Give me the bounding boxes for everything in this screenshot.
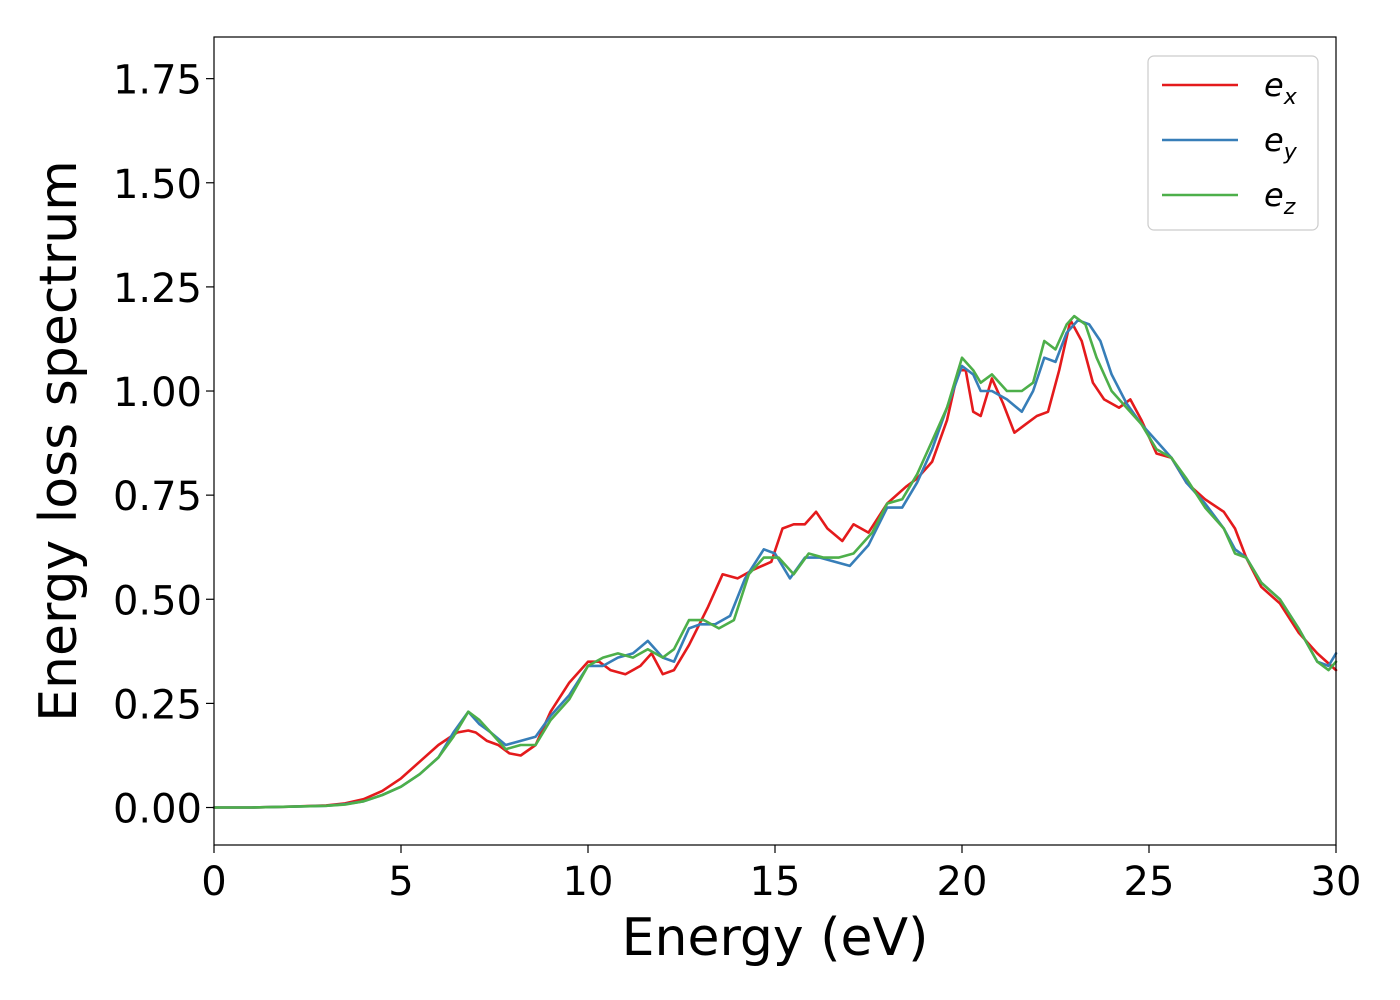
- x-axis-title: Energy (eV): [622, 908, 929, 968]
- x-axis: 0 5 10 15 20 25 30: [201, 845, 1361, 905]
- legend-label-x: ex: [1264, 66, 1298, 110]
- y-tick-label: 1.75: [113, 58, 202, 104]
- x-tick-label: 25: [1124, 859, 1175, 905]
- y-tick-label: 1.00: [113, 370, 202, 416]
- series-line-y: [212, 318, 1338, 809]
- x-tick-label: 20: [937, 859, 988, 905]
- y-axis: 0.00 0.25 0.50 0.75 1.00 1.25 1.50 1.75: [113, 58, 214, 833]
- y-tick-label: 0.00: [113, 787, 202, 833]
- legend: ex ey ez: [1147, 55, 1319, 231]
- legend-box: [1147, 55, 1319, 231]
- x-tick-label: 5: [388, 859, 413, 905]
- series-layer: [212, 314, 1338, 809]
- y-axis-title: Energy loss spectrum: [29, 160, 89, 722]
- legend-label-y: ey: [1264, 121, 1298, 165]
- series-line-x: [212, 318, 1338, 809]
- y-tick-label: 0.25: [113, 682, 202, 728]
- y-tick-label: 1.50: [113, 162, 202, 208]
- series-line-z: [212, 314, 1338, 809]
- x-tick-label: 30: [1311, 859, 1362, 905]
- y-tick-label: 0.75: [113, 474, 202, 520]
- y-tick-label: 0.50: [113, 578, 202, 624]
- legend-label-z: ez: [1264, 176, 1296, 220]
- y-tick-label: 1.25: [113, 266, 202, 312]
- x-tick-label: 0: [201, 859, 226, 905]
- x-tick-label: 10: [563, 859, 614, 905]
- x-tick-label: 15: [750, 859, 801, 905]
